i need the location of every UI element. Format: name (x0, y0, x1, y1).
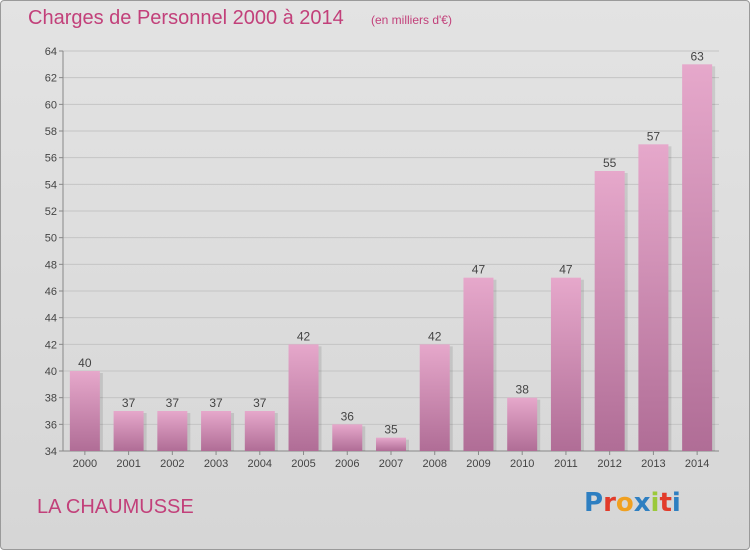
bar-2013 (638, 144, 669, 452)
y-tick-label: 46 (45, 286, 57, 298)
y-tick-label: 52 (45, 206, 57, 218)
y-tick-label: 40 (45, 366, 57, 378)
bar-2003 (201, 411, 232, 451)
chart-subtitle: (en milliers d'€) (371, 13, 452, 27)
data-label-2012: 55 (603, 156, 617, 170)
y-tick-label: 38 (45, 393, 57, 405)
data-label-2011: 47 (559, 263, 573, 277)
bar-2012 (594, 171, 625, 451)
bar-2001 (113, 411, 144, 451)
y-tick-label: 60 (45, 99, 57, 111)
data-label-2006: 36 (341, 409, 355, 423)
logo-letter: o (615, 488, 634, 518)
data-label-2001: 37 (122, 396, 136, 410)
chart-title: Charges de Personnel 2000 à 2014 (28, 7, 344, 29)
x-tick-label: 2008 (422, 458, 446, 470)
town-name: LA CHAUMUSSE (37, 496, 194, 518)
bars (69, 64, 716, 452)
bar-2010 (507, 397, 538, 451)
x-tick-label: 2006 (335, 458, 359, 470)
x-tick-label: 2007 (379, 458, 403, 470)
logo-letter: t (659, 488, 672, 518)
bar-2008 (419, 344, 450, 451)
x-tick-label: 2013 (641, 458, 665, 470)
data-label-2009: 47 (472, 263, 486, 277)
data-label-2014: 63 (690, 49, 704, 63)
x-tick-label: 2000 (73, 458, 97, 470)
bar-2011 (550, 277, 581, 451)
logo-letter: i (671, 488, 681, 518)
y-tick-label: 56 (45, 153, 57, 165)
bar-2000 (69, 371, 100, 451)
bar-chart: 34 36 38 40 42 44 46 48 50 52 54 56 58 60 62 64 2000 2001… (45, 46, 719, 470)
data-label-2013: 57 (647, 129, 661, 143)
data-label-2005: 42 (297, 329, 311, 343)
data-label-2000: 40 (78, 356, 92, 370)
logo-letter: x (633, 488, 651, 518)
x-tick-label: 2014 (685, 458, 709, 470)
data-label-2008: 42 (428, 329, 442, 343)
bar-2007 (376, 437, 406, 451)
data-label-2004: 37 (253, 396, 267, 410)
y-tick-label: 64 (45, 46, 57, 58)
bar-2014 (682, 64, 713, 452)
x-tick-label: 2012 (597, 458, 621, 470)
bar-2009 (463, 277, 494, 451)
proxiti-logo[interactable]: Proxiti (584, 488, 681, 518)
y-tick-label: 48 (45, 259, 57, 271)
x-tick-label: 2002 (160, 458, 184, 470)
x-tick-label: 2010 (510, 458, 534, 470)
y-tick-label: 36 (45, 419, 57, 431)
x-tick-label: 2005 (291, 458, 315, 470)
data-label-2007: 35 (384, 423, 398, 437)
y-tick-label: 62 (45, 73, 57, 85)
x-tick-label: 2001 (116, 458, 140, 470)
y-tick-label: 50 (45, 233, 57, 245)
y-tick-label: 54 (45, 179, 57, 191)
x-tick-label: 2003 (204, 458, 228, 470)
data-label-2003: 37 (209, 396, 223, 410)
x-tick-label: 2004 (248, 458, 272, 470)
y-tick-label: 44 (45, 313, 57, 325)
y-tick-label: 42 (45, 339, 57, 351)
x-tick-label: 2009 (466, 458, 490, 470)
data-label-2010: 38 (516, 383, 530, 397)
logo-letter: i (650, 488, 660, 518)
bar-2006 (332, 424, 363, 451)
y-tick-label: 58 (45, 126, 57, 138)
logo-letter: P (584, 488, 604, 518)
data-labels: 40 37 37 37 37 42 36 35 42 47 38 47 55 57 63 (78, 49, 704, 436)
data-label-2002: 37 (166, 396, 180, 410)
x-tick-label: 2011 (554, 458, 578, 470)
bar-2005 (288, 344, 319, 451)
logo-letter: r (603, 488, 616, 518)
bar-2002 (157, 411, 188, 451)
bar-2004 (244, 411, 275, 451)
y-tick-label: 34 (45, 446, 57, 458)
